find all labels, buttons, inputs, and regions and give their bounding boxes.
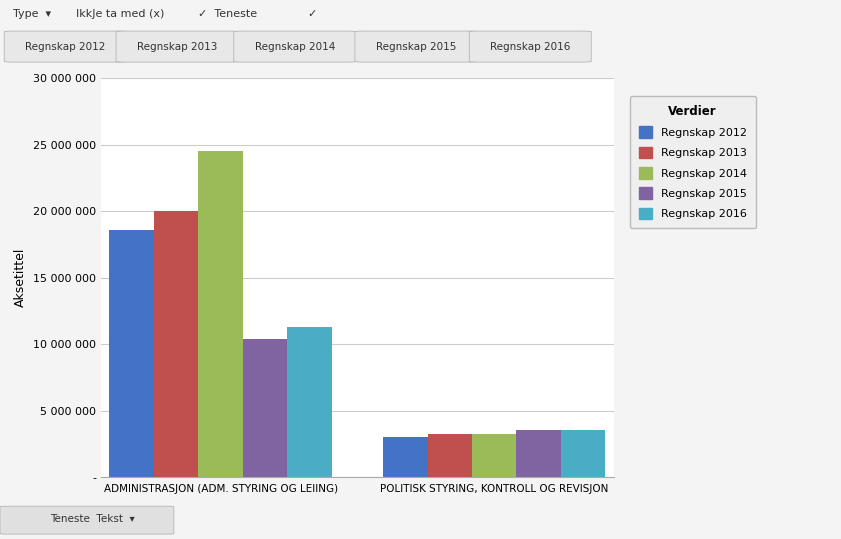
Text: Type  ▾: Type ▾ xyxy=(13,9,50,19)
Bar xyxy=(243,340,288,477)
Bar xyxy=(427,434,472,477)
Text: Regnskap 2016: Regnskap 2016 xyxy=(490,42,570,52)
Text: ✓  Teneste: ✓ Teneste xyxy=(198,9,257,19)
Text: Regnskap 2013: Regnskap 2013 xyxy=(137,42,217,52)
FancyBboxPatch shape xyxy=(355,31,477,62)
Text: Regnskap 2014: Regnskap 2014 xyxy=(255,42,335,52)
FancyBboxPatch shape xyxy=(4,31,126,62)
Text: ✓: ✓ xyxy=(307,9,316,19)
Bar xyxy=(154,211,198,477)
Bar xyxy=(288,327,331,477)
Bar xyxy=(516,430,561,477)
Bar xyxy=(472,434,516,477)
Legend: Regnskap 2012, Regnskap 2013, Regnskap 2014, Regnskap 2015, Regnskap 2016: Regnskap 2012, Regnskap 2013, Regnskap 2… xyxy=(630,96,756,228)
Text: Regnskap 2015: Regnskap 2015 xyxy=(376,42,456,52)
Bar xyxy=(561,431,606,477)
Text: IkkJe ta med (x): IkkJe ta med (x) xyxy=(76,9,164,19)
Bar xyxy=(109,230,154,477)
FancyBboxPatch shape xyxy=(0,506,174,534)
Bar xyxy=(198,151,243,477)
FancyBboxPatch shape xyxy=(234,31,356,62)
Y-axis label: Aksetittel: Aksetittel xyxy=(14,248,28,307)
FancyBboxPatch shape xyxy=(116,31,238,62)
Text: Teneste  Tekst  ▾: Teneste Tekst ▾ xyxy=(50,514,135,524)
Text: Regnskap 2012: Regnskap 2012 xyxy=(25,42,105,52)
Bar xyxy=(383,437,427,477)
FancyBboxPatch shape xyxy=(469,31,591,62)
